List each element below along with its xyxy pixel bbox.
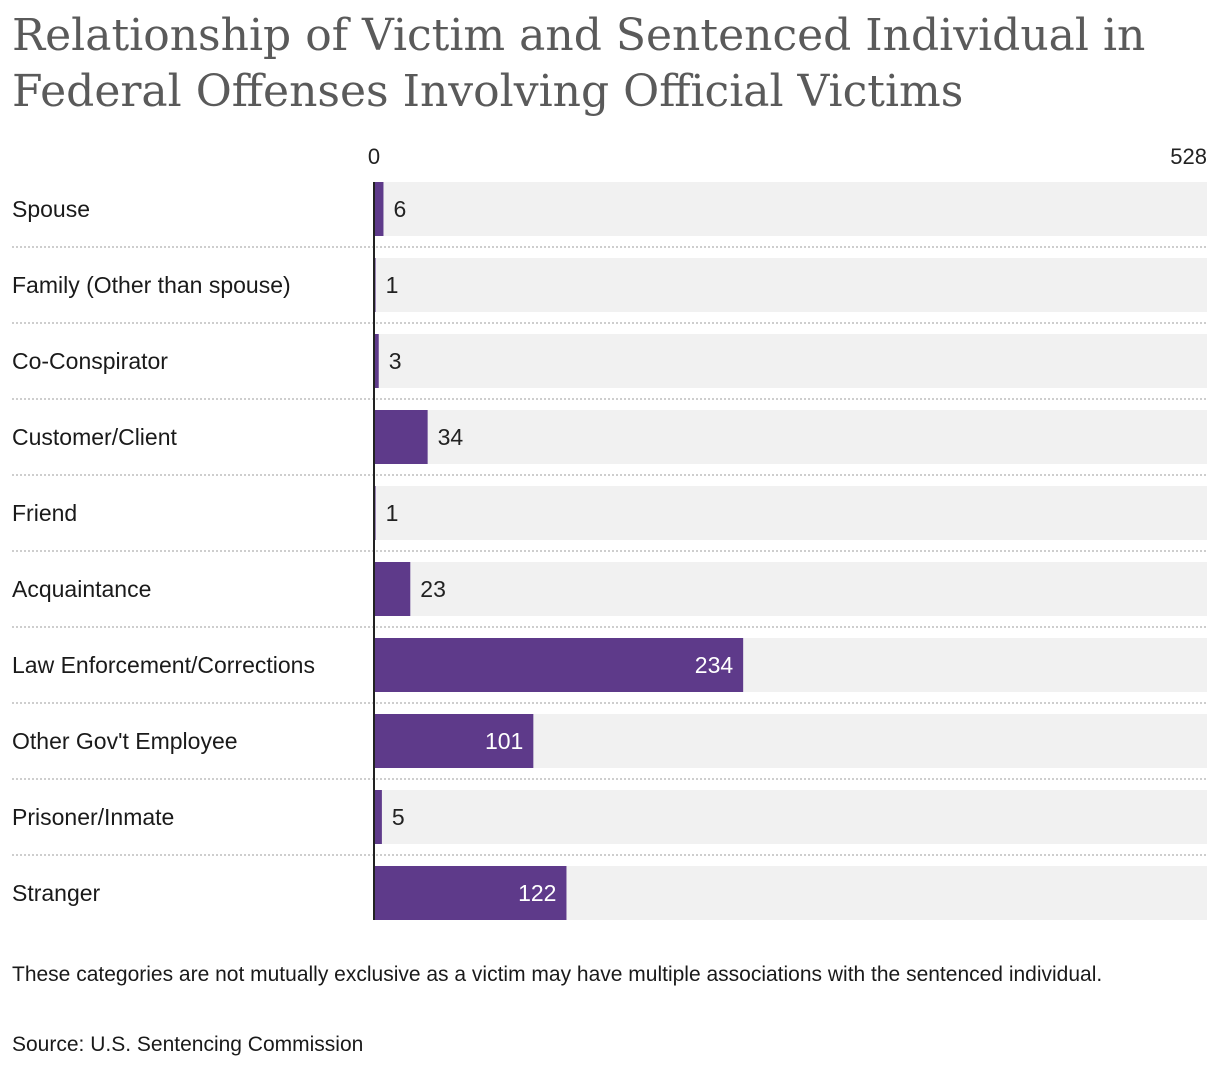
data-label: 122 — [518, 880, 556, 906]
bar — [374, 638, 744, 692]
category-label: Other Gov't Employee — [12, 728, 238, 754]
category-label: Customer/Client — [12, 424, 177, 450]
data-label: 6 — [393, 196, 406, 222]
chart-source: Source: U.S. Sentencing Commission — [12, 1033, 364, 1056]
category-label: Friend — [12, 500, 77, 526]
chart-title: Relationship of Victim and Sentenced Ind… — [12, 10, 1146, 117]
bar-track — [374, 410, 1207, 464]
category-label: Co-Conspirator — [12, 348, 168, 374]
axis-tick-label: 0 — [368, 144, 380, 169]
bar-track — [374, 182, 1207, 236]
bar — [374, 182, 384, 236]
data-label: 34 — [438, 424, 464, 450]
axis-tick-label: 528 — [1170, 144, 1207, 169]
category-label: Spouse — [12, 196, 90, 222]
data-label: 3 — [389, 348, 402, 374]
bar — [374, 562, 411, 616]
bar — [374, 790, 382, 844]
category-label: Prisoner/Inmate — [12, 804, 174, 830]
category-label: Law Enforcement/Corrections — [12, 652, 315, 678]
data-label: 101 — [485, 728, 523, 754]
data-label: 23 — [420, 576, 446, 602]
category-label: Family (Other than spouse) — [12, 272, 291, 298]
data-label: 1 — [386, 272, 399, 298]
category-label: Acquaintance — [12, 576, 151, 602]
bar — [374, 714, 534, 768]
bar-track — [374, 486, 1207, 540]
data-label: 5 — [392, 804, 405, 830]
bar-track — [374, 258, 1207, 312]
data-label: 234 — [695, 652, 734, 678]
chart-note: These categories are not mutually exclus… — [12, 963, 1103, 986]
data-label: 1 — [386, 500, 399, 526]
bar — [374, 410, 428, 464]
bar — [374, 866, 567, 920]
bar-track — [374, 334, 1207, 388]
bar-track — [374, 790, 1207, 844]
category-label: Stranger — [12, 880, 101, 906]
bar-chart: 0 528 Spouse 6 Family (Other than spouse) 1 Co… — [12, 144, 1207, 920]
bar — [374, 334, 379, 388]
bar-track — [374, 562, 1207, 616]
